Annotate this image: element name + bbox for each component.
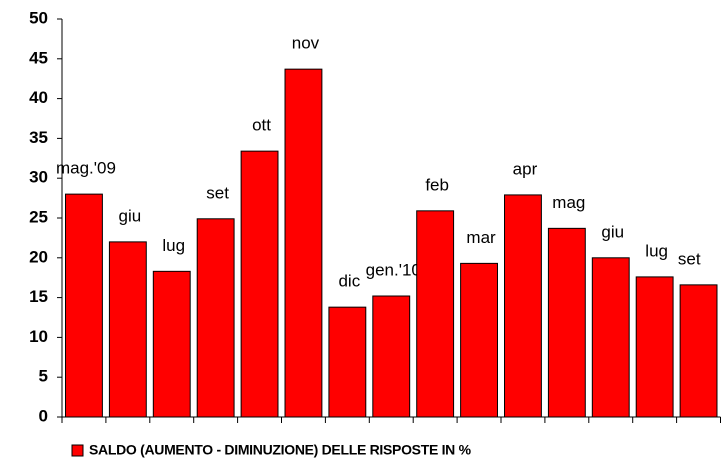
bar bbox=[196, 218, 235, 418]
category-label: nov bbox=[292, 34, 320, 53]
category-label: apr bbox=[513, 159, 538, 178]
legend-swatch bbox=[71, 444, 84, 457]
bar bbox=[372, 295, 411, 418]
y-tick-label: 50 bbox=[29, 8, 48, 27]
y-tick-label: 0 bbox=[39, 406, 48, 425]
bar bbox=[108, 241, 147, 418]
bar bbox=[152, 270, 191, 418]
y-tick-label: 25 bbox=[29, 207, 48, 226]
category-label: ott bbox=[252, 116, 271, 135]
y-tick-label: 40 bbox=[29, 88, 48, 107]
bar bbox=[284, 68, 323, 418]
bar bbox=[460, 262, 498, 418]
category-label: giu bbox=[119, 206, 142, 225]
category-label: gen.'10 bbox=[366, 260, 421, 279]
bar bbox=[679, 284, 718, 418]
legend-label: SALDO (AUMENTO - DIMINUZIONE) DELLE RISP… bbox=[89, 442, 472, 458]
category-label: mag bbox=[552, 193, 585, 212]
bar bbox=[65, 193, 103, 418]
bar bbox=[591, 257, 630, 418]
category-label: mag.'09 bbox=[56, 159, 116, 178]
bar bbox=[635, 276, 674, 418]
category-label: set bbox=[206, 183, 229, 202]
y-tick-label: 5 bbox=[39, 367, 48, 386]
y-tick-label: 30 bbox=[29, 168, 48, 187]
category-label: set bbox=[678, 249, 701, 268]
bar bbox=[547, 227, 586, 418]
y-tick-label: 10 bbox=[29, 327, 48, 346]
bar bbox=[504, 194, 542, 418]
category-label: giu bbox=[601, 222, 624, 241]
y-tick-label: 45 bbox=[29, 48, 48, 67]
bar bbox=[328, 306, 367, 418]
y-tick-label: 20 bbox=[29, 247, 48, 266]
y-tick-label: 35 bbox=[29, 128, 48, 147]
bar bbox=[240, 150, 279, 418]
category-label: mar bbox=[466, 228, 496, 247]
y-tick-label: 15 bbox=[29, 287, 48, 306]
category-label: lug bbox=[645, 241, 668, 260]
category-label: dic bbox=[338, 272, 360, 291]
bar bbox=[416, 210, 455, 418]
category-label: feb bbox=[425, 175, 449, 194]
category-label: lug bbox=[162, 236, 185, 255]
